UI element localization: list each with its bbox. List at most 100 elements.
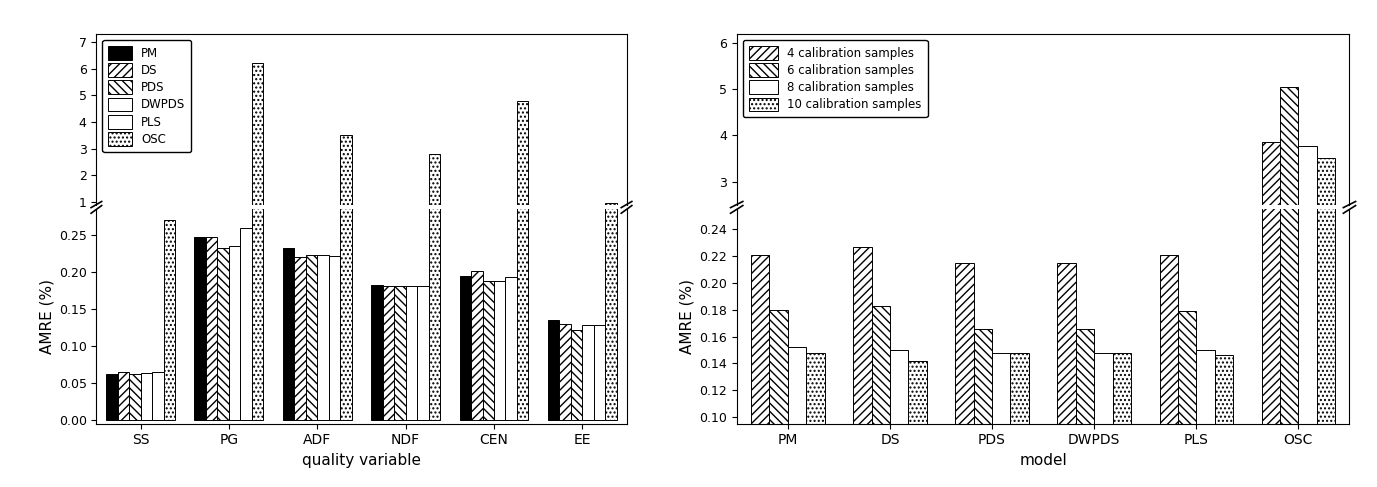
Bar [460, 224, 471, 228]
Bar [750, 255, 770, 487]
Bar [406, 224, 417, 228]
Bar [956, 310, 974, 319]
Bar [1299, 146, 1316, 319]
Bar [129, 374, 140, 420]
Bar [1058, 310, 1075, 319]
Bar [417, 286, 428, 420]
Y-axis label: AMRE (%): AMRE (%) [40, 279, 55, 354]
Bar [1281, 0, 1299, 487]
Bar [229, 222, 241, 228]
Bar [1011, 313, 1029, 319]
Bar [117, 372, 129, 420]
Bar [340, 135, 351, 228]
Bar [129, 227, 140, 228]
Bar [394, 224, 406, 228]
Bar [372, 224, 383, 228]
Bar [788, 347, 806, 487]
Bar [750, 310, 770, 319]
Bar [194, 237, 207, 420]
Bar [340, 0, 351, 420]
Bar [890, 350, 909, 487]
Bar [1113, 313, 1131, 319]
Bar [1299, 0, 1316, 487]
Bar [329, 256, 340, 420]
Bar [582, 325, 593, 420]
Bar [974, 329, 991, 487]
Bar [140, 227, 151, 228]
Bar [207, 222, 218, 228]
Bar [516, 0, 529, 420]
Bar [1316, 0, 1336, 487]
Bar [1159, 310, 1177, 319]
Bar [106, 374, 117, 420]
Bar [854, 247, 872, 487]
Bar [482, 281, 494, 420]
Bar [140, 373, 151, 420]
Bar [1075, 329, 1095, 487]
Bar [854, 309, 872, 319]
Bar [571, 330, 582, 420]
Bar [218, 248, 229, 420]
Bar [460, 276, 471, 420]
Bar [559, 225, 571, 228]
Bar [295, 223, 306, 228]
Bar [229, 246, 241, 420]
Bar [1075, 312, 1095, 319]
Bar [494, 281, 505, 420]
Bar [770, 311, 788, 319]
Bar [548, 225, 559, 228]
Bar [383, 224, 394, 228]
Bar [317, 223, 329, 228]
Bar [1197, 350, 1215, 487]
Bar [1215, 313, 1232, 319]
Bar [1215, 356, 1232, 487]
Bar [1113, 353, 1131, 487]
Bar [1011, 353, 1029, 487]
Bar [559, 324, 571, 420]
Bar [890, 313, 909, 319]
Bar [295, 258, 306, 420]
Bar [872, 311, 890, 319]
Bar [1261, 142, 1281, 319]
Bar [956, 263, 974, 487]
Bar [417, 224, 428, 228]
Bar [482, 224, 494, 228]
Bar [194, 222, 207, 228]
Bar [282, 248, 295, 420]
Bar [571, 225, 582, 228]
Bar [306, 255, 317, 420]
Bar [394, 286, 406, 420]
Bar [788, 313, 806, 319]
Bar [593, 225, 606, 228]
Bar [428, 154, 441, 228]
Bar [505, 278, 516, 420]
Bar [1197, 313, 1215, 319]
Bar [1058, 263, 1075, 487]
Bar [372, 285, 383, 420]
Bar [1261, 0, 1281, 487]
Bar [164, 221, 175, 228]
Bar [872, 306, 890, 487]
Bar [306, 223, 317, 228]
Bar [1177, 311, 1197, 487]
Bar [1095, 313, 1113, 319]
Bar [252, 0, 263, 420]
Bar [1177, 312, 1197, 319]
Bar [770, 310, 788, 487]
Bar [471, 271, 482, 420]
Bar [252, 63, 263, 228]
Legend: 4 calibration samples, 6 calibration samples, 8 calibration samples, 10 calibrat: 4 calibration samples, 6 calibration sam… [742, 40, 928, 117]
Bar [806, 313, 825, 319]
Bar [282, 222, 295, 228]
Bar [974, 312, 991, 319]
Bar [606, 0, 617, 420]
Bar [806, 353, 825, 487]
Bar [383, 286, 394, 420]
Bar [909, 361, 927, 487]
Bar [548, 320, 559, 420]
Bar [516, 101, 529, 228]
Legend: PM, DS, PDS, DWPDS, PLS, OSC: PM, DS, PDS, DWPDS, PLS, OSC [102, 40, 191, 152]
Bar [218, 222, 229, 228]
X-axis label: quality variable: quality variable [302, 453, 421, 468]
Bar [1316, 158, 1336, 319]
